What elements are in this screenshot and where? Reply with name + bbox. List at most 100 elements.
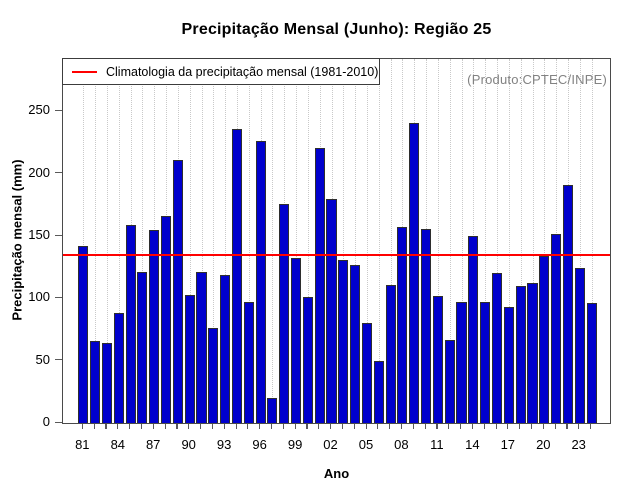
bar — [456, 302, 467, 423]
bar — [160, 216, 172, 423]
x-tick — [412, 424, 414, 429]
gridline — [461, 59, 463, 423]
bar — [574, 268, 585, 423]
bar — [291, 258, 302, 423]
gridline — [118, 59, 120, 423]
x-tick — [152, 424, 154, 429]
gridline — [201, 59, 203, 423]
x-tick — [483, 424, 485, 429]
x-tick — [200, 424, 202, 429]
gridline — [343, 59, 345, 423]
y-tick — [55, 234, 62, 236]
x-tick-label: 93 — [216, 437, 232, 452]
x-tick-label: 81 — [75, 437, 90, 452]
gridline — [213, 59, 215, 423]
x-tick-label: 08 — [394, 437, 409, 452]
x-tick — [330, 424, 332, 429]
gridline — [355, 59, 357, 423]
bar — [350, 264, 361, 423]
x-tick — [270, 424, 273, 429]
bar — [125, 224, 136, 423]
x-tick — [578, 424, 580, 429]
bar — [503, 307, 514, 423]
x-tick — [495, 424, 497, 429]
bar — [172, 159, 183, 423]
gridline — [532, 59, 534, 423]
bar — [338, 259, 349, 423]
x-tick — [306, 424, 308, 429]
x-tick — [590, 424, 592, 429]
bar — [397, 227, 408, 423]
x-tick-label: 23 — [571, 437, 586, 452]
x-tick — [566, 424, 568, 429]
bar — [231, 128, 243, 423]
x-tick-label: 99 — [287, 437, 303, 452]
gridline — [307, 59, 309, 423]
gridline — [508, 59, 510, 423]
gridline — [544, 59, 546, 423]
bar — [243, 302, 254, 423]
x-tick-label: 17 — [500, 437, 516, 452]
bar — [409, 122, 420, 423]
x-tick — [365, 424, 367, 429]
x-tick-label: 11 — [430, 437, 444, 452]
y-tick — [55, 172, 62, 174]
x-tick — [318, 424, 320, 429]
x-tick — [377, 424, 379, 429]
gridline — [367, 59, 368, 423]
gridline — [520, 59, 522, 423]
gridline — [437, 59, 439, 423]
x-tick — [105, 424, 107, 429]
bar — [421, 228, 432, 423]
x-tick — [93, 424, 95, 429]
bar — [184, 294, 195, 423]
bar — [361, 323, 373, 423]
plot-area: Climatologia da precipitação mensal (198… — [62, 58, 611, 424]
bar — [326, 198, 337, 423]
x-tick — [448, 424, 450, 429]
x-tick — [471, 424, 474, 429]
x-tick — [542, 424, 544, 429]
gridline — [378, 59, 380, 423]
x-tick — [507, 424, 509, 429]
bar — [149, 229, 160, 423]
bar — [480, 302, 491, 423]
x-tick — [211, 424, 213, 429]
gridline — [272, 59, 274, 423]
bar — [562, 184, 573, 423]
x-tick — [294, 424, 296, 429]
bar — [90, 340, 101, 423]
y-tick-label: 250 — [28, 102, 50, 118]
x-axis-label: Ano — [323, 466, 350, 481]
x-tick-label: 84 — [110, 437, 126, 452]
y-tick-label: 100 — [28, 289, 50, 305]
bar — [113, 313, 124, 423]
bar — [137, 272, 148, 423]
y-tick-label: 150 — [28, 227, 50, 242]
x-tick — [389, 424, 391, 429]
x-tick — [247, 424, 249, 429]
gridline — [485, 59, 487, 423]
x-tick-label: 20 — [536, 437, 551, 452]
bar — [491, 273, 503, 423]
bar — [279, 203, 290, 423]
x-tick — [519, 424, 521, 429]
x-tick — [341, 424, 343, 429]
x-tick — [460, 424, 462, 429]
x-tick — [81, 424, 83, 429]
bar — [527, 283, 538, 423]
bar — [385, 284, 396, 423]
x-tick-label: 05 — [358, 437, 374, 452]
x-tick — [400, 424, 403, 429]
gridline — [591, 59, 593, 423]
x-tick — [164, 424, 166, 429]
gridline — [390, 59, 392, 423]
x-tick-label: 96 — [252, 437, 267, 452]
bar — [551, 233, 562, 423]
gridline — [497, 59, 498, 423]
x-tick-label: 90 — [181, 437, 196, 452]
x-tick — [223, 424, 225, 429]
legend-box: Climatologia da precipitação mensal (198… — [62, 58, 380, 85]
bar — [196, 272, 207, 423]
x-tick-label: 14 — [465, 437, 480, 452]
